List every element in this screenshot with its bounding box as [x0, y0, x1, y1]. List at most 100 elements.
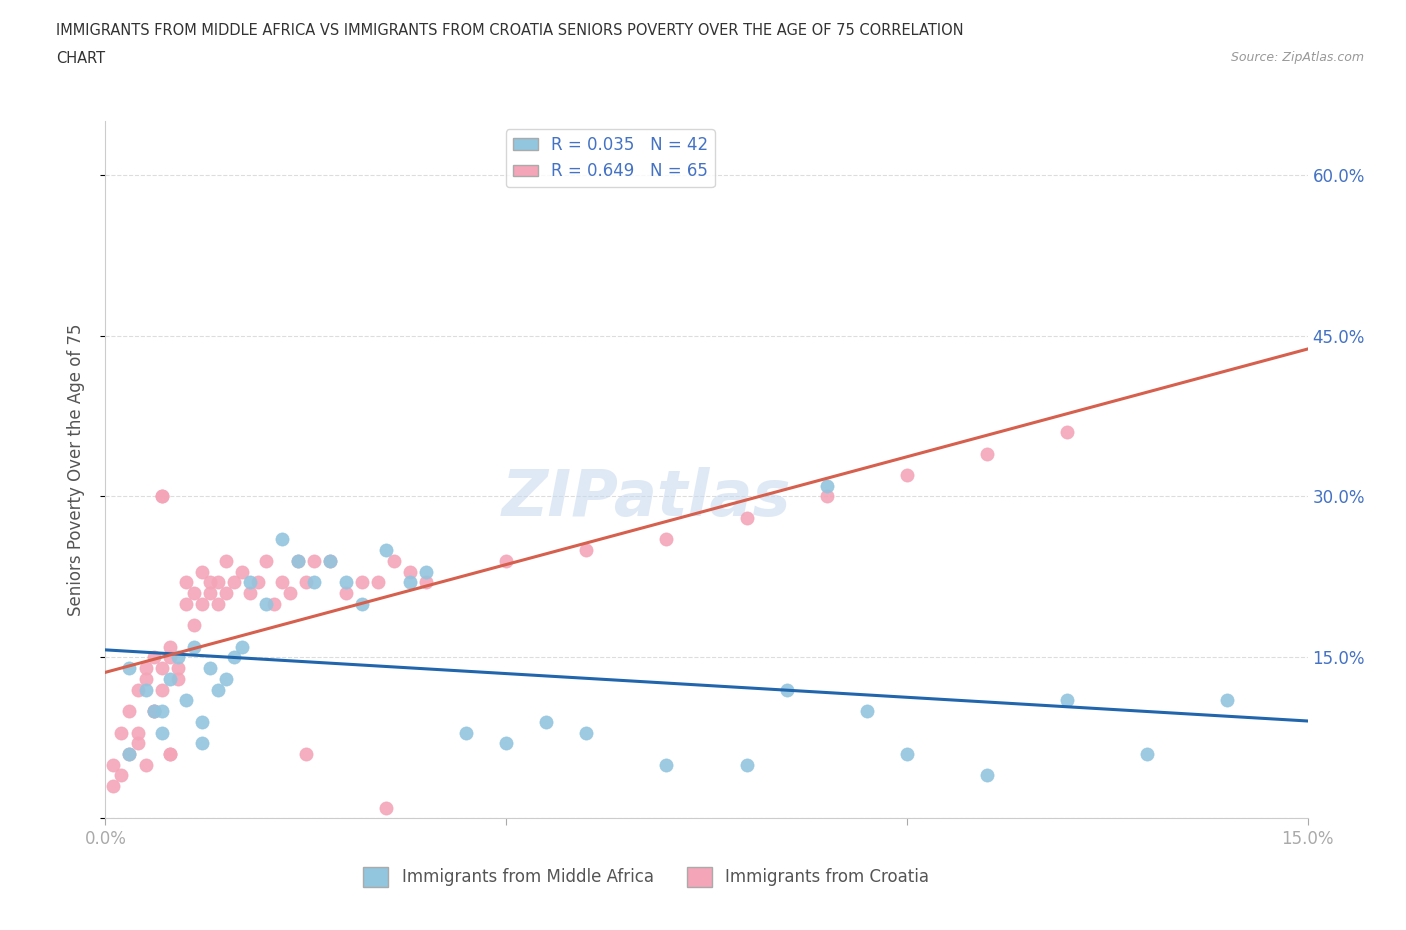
Point	[198, 575, 221, 590]
Text: IMMIGRANTS FROM MIDDLE AFRICA VS IMMIGRANTS FROM CROATIA SENIORS POVERTY OVER TH: IMMIGRANTS FROM MIDDLE AFRICA VS IMMIGRA…	[56, 23, 965, 38]
Point	[190, 714, 212, 729]
Point	[367, 575, 389, 590]
Point	[302, 553, 325, 568]
Point	[415, 575, 437, 590]
Point	[103, 757, 125, 772]
Point	[254, 553, 277, 568]
Point	[374, 543, 398, 558]
Point	[655, 532, 678, 547]
Point	[142, 650, 165, 665]
Point	[166, 650, 188, 665]
Point	[190, 596, 212, 611]
Point	[1136, 747, 1159, 762]
Point	[183, 586, 205, 601]
Point	[287, 553, 309, 568]
Point	[896, 468, 918, 483]
Point	[254, 596, 277, 611]
Point	[246, 575, 269, 590]
Point	[142, 704, 165, 719]
Point	[214, 671, 236, 686]
Point	[270, 575, 292, 590]
Point	[1056, 425, 1078, 440]
Point	[495, 553, 517, 568]
Point	[118, 704, 141, 719]
Point	[159, 671, 181, 686]
Point	[110, 725, 132, 740]
Point	[815, 489, 838, 504]
Point	[150, 660, 173, 675]
Point	[263, 596, 285, 611]
Point	[575, 725, 598, 740]
Point	[183, 618, 205, 632]
Point	[374, 800, 398, 815]
Point	[207, 683, 229, 698]
Point	[214, 586, 236, 601]
Point	[735, 757, 758, 772]
Point	[127, 683, 149, 698]
Point	[855, 704, 877, 719]
Point	[495, 736, 517, 751]
Point	[350, 575, 373, 590]
Point	[103, 778, 125, 793]
Point	[1216, 693, 1239, 708]
Text: Source: ZipAtlas.com: Source: ZipAtlas.com	[1230, 51, 1364, 64]
Point	[222, 650, 245, 665]
Point	[190, 736, 212, 751]
Point	[815, 478, 838, 493]
Point	[198, 660, 221, 675]
Point	[174, 596, 197, 611]
Point	[454, 725, 477, 740]
Point	[350, 596, 373, 611]
Point	[415, 565, 437, 579]
Text: ZIPatlas: ZIPatlas	[502, 467, 792, 528]
Point	[278, 586, 301, 601]
Point	[159, 650, 181, 665]
Point	[135, 660, 157, 675]
Point	[159, 747, 181, 762]
Point	[174, 575, 197, 590]
Point	[127, 736, 149, 751]
Point	[150, 489, 173, 504]
Point	[214, 553, 236, 568]
Point	[534, 714, 557, 729]
Point	[1056, 693, 1078, 708]
Point	[183, 639, 205, 654]
Point	[110, 768, 132, 783]
Point	[159, 747, 181, 762]
Point	[319, 553, 342, 568]
Point	[239, 586, 262, 601]
Point	[735, 511, 758, 525]
Point	[207, 596, 229, 611]
Point	[270, 532, 292, 547]
Point	[399, 575, 422, 590]
Point	[655, 757, 678, 772]
Point	[135, 671, 157, 686]
Point	[776, 683, 799, 698]
Point	[295, 747, 318, 762]
Legend: Immigrants from Middle Africa, Immigrants from Croatia: Immigrants from Middle Africa, Immigrant…	[357, 860, 936, 894]
Point	[231, 565, 253, 579]
Point	[335, 575, 357, 590]
Point	[319, 553, 342, 568]
Point	[142, 704, 165, 719]
Point	[142, 704, 165, 719]
Point	[896, 747, 918, 762]
Point	[118, 747, 141, 762]
Point	[976, 446, 998, 461]
Point	[207, 575, 229, 590]
Point	[150, 725, 173, 740]
Point	[150, 704, 173, 719]
Point	[198, 586, 221, 601]
Point	[135, 757, 157, 772]
Point	[335, 586, 357, 601]
Point	[287, 553, 309, 568]
Point	[222, 575, 245, 590]
Point	[166, 660, 188, 675]
Point	[150, 683, 173, 698]
Point	[135, 683, 157, 698]
Point	[118, 660, 141, 675]
Point	[575, 543, 598, 558]
Point	[166, 671, 188, 686]
Point	[118, 747, 141, 762]
Point	[190, 565, 212, 579]
